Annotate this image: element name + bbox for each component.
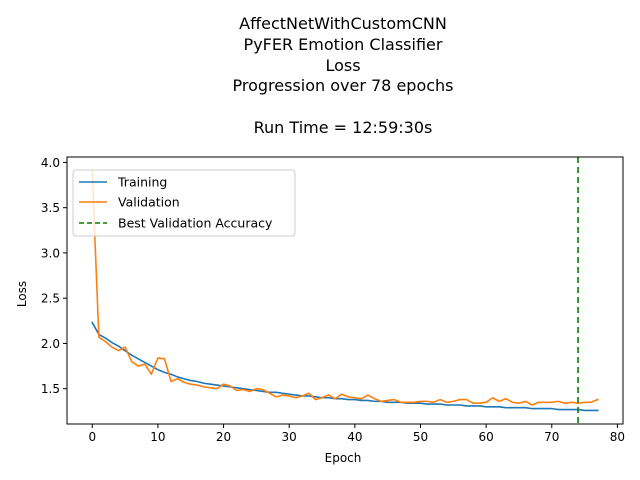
- legend: Training Validation Best Validation Accu…: [72, 169, 296, 237]
- x-tick-label: 20: [216, 430, 231, 444]
- x-tick-label: 60: [478, 430, 493, 444]
- legend-box: [72, 169, 296, 237]
- x-tick-label: 80: [610, 430, 625, 444]
- x-axis: 0 10 20 30 40 50 60 70 80: [88, 424, 625, 444]
- y-tick-label: 3.5: [41, 201, 60, 215]
- y-tick-label: 4.0: [41, 156, 60, 170]
- x-tick-label: 40: [347, 430, 362, 444]
- x-tick-label: 70: [544, 430, 559, 444]
- title-line-1: AffectNetWithCustomCNN: [239, 14, 447, 33]
- x-tick-label: 50: [413, 430, 428, 444]
- y-tick-label: 2.5: [41, 292, 60, 306]
- legend-label-training: Training: [117, 175, 167, 190]
- title-line-3: Loss: [325, 56, 360, 75]
- y-axis: 1.5 2.0 2.5 3.0 3.5 4.0: [41, 156, 67, 396]
- y-axis-label: Loss: [15, 281, 29, 307]
- legend-label-validation: Validation: [118, 195, 180, 210]
- y-tick-label: 2.0: [41, 337, 60, 351]
- x-tick-label: 0: [88, 430, 96, 444]
- axes-frame: [66, 156, 624, 425]
- y-tick-label: 3.0: [41, 246, 60, 260]
- plot-area: [66, 156, 624, 425]
- title-line-4: Progression over 78 epochs: [232, 76, 453, 95]
- series-line-validation: [91, 170, 599, 406]
- series-line-training: [91, 321, 599, 412]
- x-tick-label: 30: [282, 430, 297, 444]
- chart-title: AffectNetWithCustomCNN PyFER Emotion Cla…: [232, 14, 453, 137]
- y-tick-label: 1.5: [41, 382, 60, 396]
- legend-label-best-validation: Best Validation Accuracy: [118, 216, 273, 231]
- x-tick-label: 10: [150, 430, 165, 444]
- title-line-6: Run Time = 12:59:30s: [254, 118, 433, 137]
- x-axis-label: Epoch: [325, 451, 362, 465]
- title-line-2: PyFER Emotion Classifier: [244, 35, 443, 54]
